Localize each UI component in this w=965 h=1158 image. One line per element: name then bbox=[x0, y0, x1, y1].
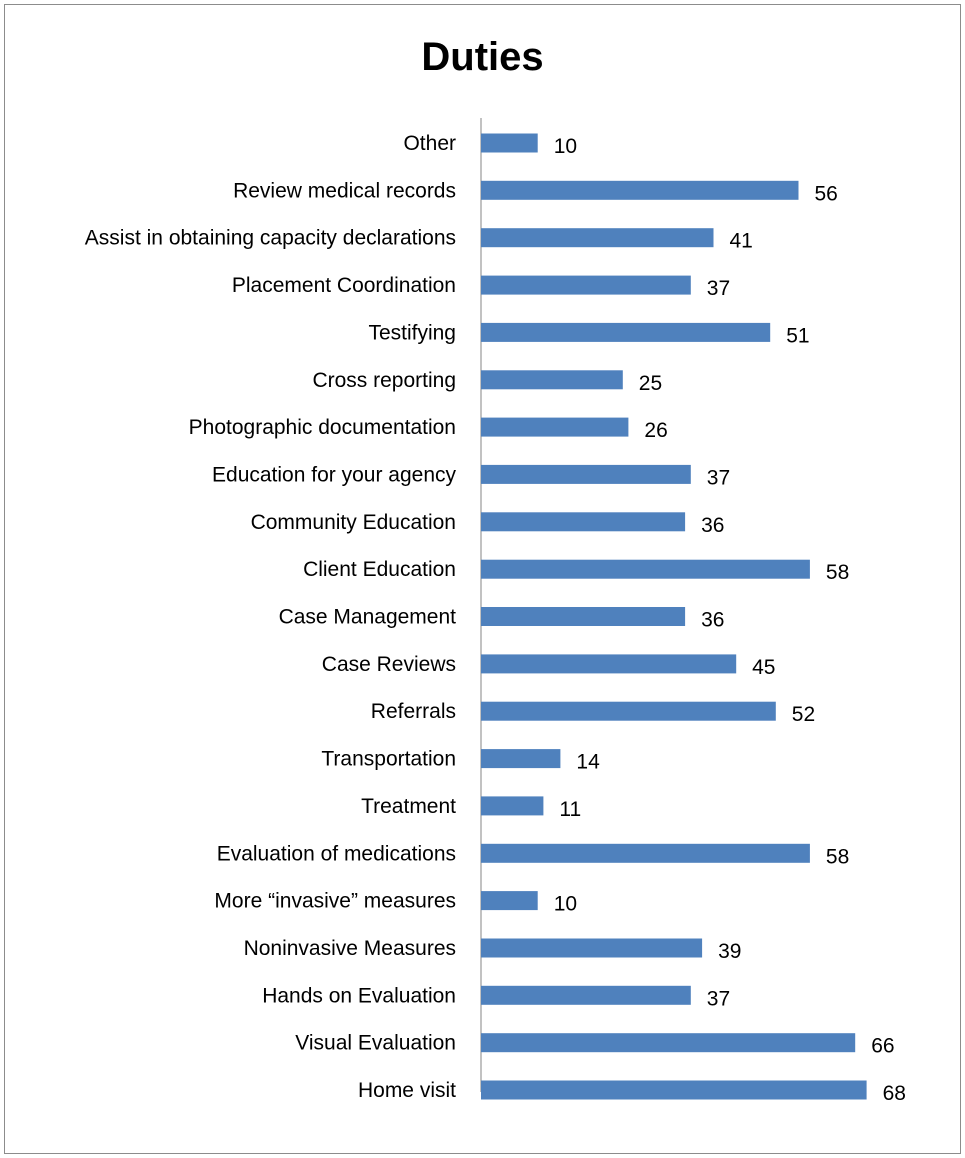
bar bbox=[481, 654, 737, 674]
data-label: 58 bbox=[826, 845, 849, 868]
labels-layer: Other 10 Review medical records 56 Assist in… bbox=[85, 132, 906, 1105]
bar bbox=[481, 180, 799, 200]
data-label: 37 bbox=[707, 987, 730, 1010]
bars-layer bbox=[481, 133, 867, 1100]
bar bbox=[481, 701, 776, 721]
data-label: 25 bbox=[639, 372, 662, 395]
category-label: More “invasive” measures bbox=[214, 890, 456, 913]
category-label: Placement Coordination bbox=[232, 274, 456, 297]
data-label: 56 bbox=[815, 182, 838, 205]
category-label: Other bbox=[403, 132, 456, 155]
bar bbox=[481, 796, 544, 816]
category-label: Community Education bbox=[251, 511, 456, 534]
bar bbox=[481, 985, 691, 1005]
data-label: 52 bbox=[792, 703, 815, 726]
data-label: 58 bbox=[826, 561, 849, 584]
data-label: 41 bbox=[730, 230, 753, 253]
data-label: 36 bbox=[701, 609, 724, 632]
category-label: Home visit bbox=[358, 1079, 456, 1102]
category-label: Transportation bbox=[321, 748, 456, 771]
category-label: Hands on Evaluation bbox=[262, 984, 456, 1007]
category-label: Cross reporting bbox=[312, 369, 456, 392]
data-label: 37 bbox=[707, 277, 730, 300]
data-label: 10 bbox=[554, 893, 577, 916]
bar bbox=[481, 133, 538, 153]
category-label: Evaluation of medications bbox=[217, 842, 456, 865]
bar bbox=[481, 607, 686, 626]
data-label: 45 bbox=[752, 656, 775, 679]
bar bbox=[481, 1080, 867, 1100]
data-label: 51 bbox=[786, 324, 809, 347]
data-label: 39 bbox=[718, 940, 741, 963]
category-label: Testifying bbox=[368, 321, 456, 344]
data-label: 26 bbox=[644, 419, 667, 442]
category-label: Photographic documentation bbox=[189, 416, 456, 439]
bar bbox=[481, 464, 691, 484]
bar bbox=[481, 370, 623, 390]
category-label: Review medical records bbox=[233, 179, 456, 202]
bar bbox=[481, 228, 714, 248]
category-label: Case Management bbox=[279, 606, 457, 629]
bar bbox=[481, 891, 538, 911]
category-label: Client Education bbox=[303, 558, 456, 581]
data-label: 37 bbox=[707, 466, 730, 489]
data-label: 14 bbox=[576, 751, 600, 774]
category-label: Visual Evaluation bbox=[295, 1032, 456, 1055]
data-label: 11 bbox=[559, 798, 581, 821]
data-label: 36 bbox=[701, 514, 724, 537]
data-label: 66 bbox=[871, 1035, 894, 1058]
bar bbox=[481, 275, 691, 295]
category-label: Assist in obtaining capacity declaration… bbox=[85, 227, 456, 250]
category-label: Treatment bbox=[361, 795, 456, 818]
bar bbox=[481, 749, 561, 769]
bar bbox=[481, 322, 771, 342]
bar bbox=[481, 559, 810, 579]
category-label: Referrals bbox=[371, 700, 456, 723]
bar bbox=[481, 512, 686, 532]
category-label: Noninvasive Measures bbox=[244, 937, 456, 960]
bar bbox=[481, 1033, 856, 1053]
category-label: Case Reviews bbox=[322, 653, 456, 676]
bar bbox=[481, 417, 629, 437]
chart-title: Duties bbox=[421, 35, 544, 79]
data-label: 68 bbox=[883, 1082, 906, 1105]
data-label: 10 bbox=[554, 135, 577, 158]
bar bbox=[481, 843, 810, 863]
category-label: Education for your agency bbox=[212, 463, 456, 486]
bar bbox=[481, 938, 703, 958]
